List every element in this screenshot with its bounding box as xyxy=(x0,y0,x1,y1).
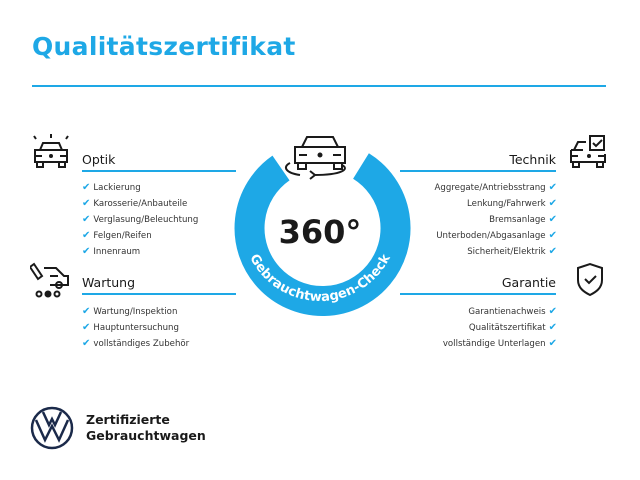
list-item: ✔ Hauptuntersuchung xyxy=(82,322,179,333)
list-item: vollständige Unterlagen ✔ xyxy=(442,338,557,349)
section-title-optik: Optik xyxy=(82,152,116,167)
vw-logo xyxy=(30,406,74,450)
check-icon: ✔ xyxy=(548,182,557,193)
list-item: Garantienachweis ✔ xyxy=(468,306,557,317)
360-badge: 360° Gebrauchtwagen-Check xyxy=(234,136,411,317)
list-item: ✔ Karosserie/Anbauteile xyxy=(82,198,188,209)
check-icon: ✔ xyxy=(548,214,557,225)
car-checkbox-icon xyxy=(570,135,606,168)
check-icon: ✔ xyxy=(82,182,91,193)
wartung-divider xyxy=(82,293,236,295)
list-item: ✔ Felgen/Reifen xyxy=(82,230,152,241)
technik-divider xyxy=(400,170,556,172)
garantie-divider xyxy=(400,293,556,295)
check-icon: ✔ xyxy=(548,322,557,333)
list-item: Aggregate/Antriebsstrang ✔ xyxy=(434,182,557,193)
optik-list: ✔ Lackierung ✔ Karosserie/Anbauteile ✔ Verg… xyxy=(82,180,198,260)
car-lights-icon xyxy=(33,134,69,168)
check-icon: ✔ xyxy=(82,338,91,349)
list-item: ✔ Innenraum xyxy=(82,246,141,257)
wartung-list: ✔ Wartung/Inspektion ✔ Hauptuntersuchung ✔… xyxy=(82,304,189,352)
list-item: Lenkung/Fahrwerk ✔ xyxy=(467,198,557,209)
check-icon: ✔ xyxy=(82,322,91,333)
list-item: Sicherheit/Elektrik ✔ xyxy=(467,246,557,257)
check-icon: ✔ xyxy=(548,230,557,241)
list-item: Qualitätszertifikat ✔ xyxy=(468,322,557,333)
check-icon: ✔ xyxy=(548,198,557,209)
optik-divider xyxy=(82,170,236,172)
check-icon: ✔ xyxy=(548,306,557,317)
service-van-icon xyxy=(30,262,69,298)
list-item: Unterboden/Abgasanlage ✔ xyxy=(436,230,557,241)
footer-brand-text: Zertifizierte Gebrauchtwagen xyxy=(86,412,206,443)
check-icon: ✔ xyxy=(548,246,557,257)
check-icon: ✔ xyxy=(82,230,91,241)
section-title-garantie: Garantie xyxy=(501,275,556,290)
list-item: ✔ Wartung/Inspektion xyxy=(82,306,178,317)
list-item: Bremsanlage ✔ xyxy=(489,214,557,225)
check-icon: ✔ xyxy=(82,246,91,257)
rotating-car-icon xyxy=(284,136,346,180)
list-item: ✔ Verglasung/Beleuchtung xyxy=(82,214,199,225)
header-divider xyxy=(32,85,606,87)
check-icon: ✔ xyxy=(82,214,91,225)
section-title-wartung: Wartung xyxy=(82,275,136,290)
check-icon: ✔ xyxy=(82,306,91,317)
shield-check-icon xyxy=(577,262,603,297)
list-item: ✔ vollständiges Zubehör xyxy=(82,338,190,349)
technik-list: Aggregate/Antriebsstrang ✔ Lenkung/Fahrwe… xyxy=(435,180,557,260)
list-item: ✔ Lackierung xyxy=(82,182,141,193)
garantie-list: Garantienachweis ✔ Qualitätszertifikat ✔ v… xyxy=(443,304,557,352)
page-title: Qualitätszertifikat xyxy=(32,32,296,61)
section-title-technik: Technik xyxy=(509,152,556,167)
badge-ring xyxy=(234,153,411,317)
check-icon: ✔ xyxy=(548,338,557,349)
check-icon: ✔ xyxy=(82,198,91,209)
badge-value: 360° xyxy=(279,213,362,251)
